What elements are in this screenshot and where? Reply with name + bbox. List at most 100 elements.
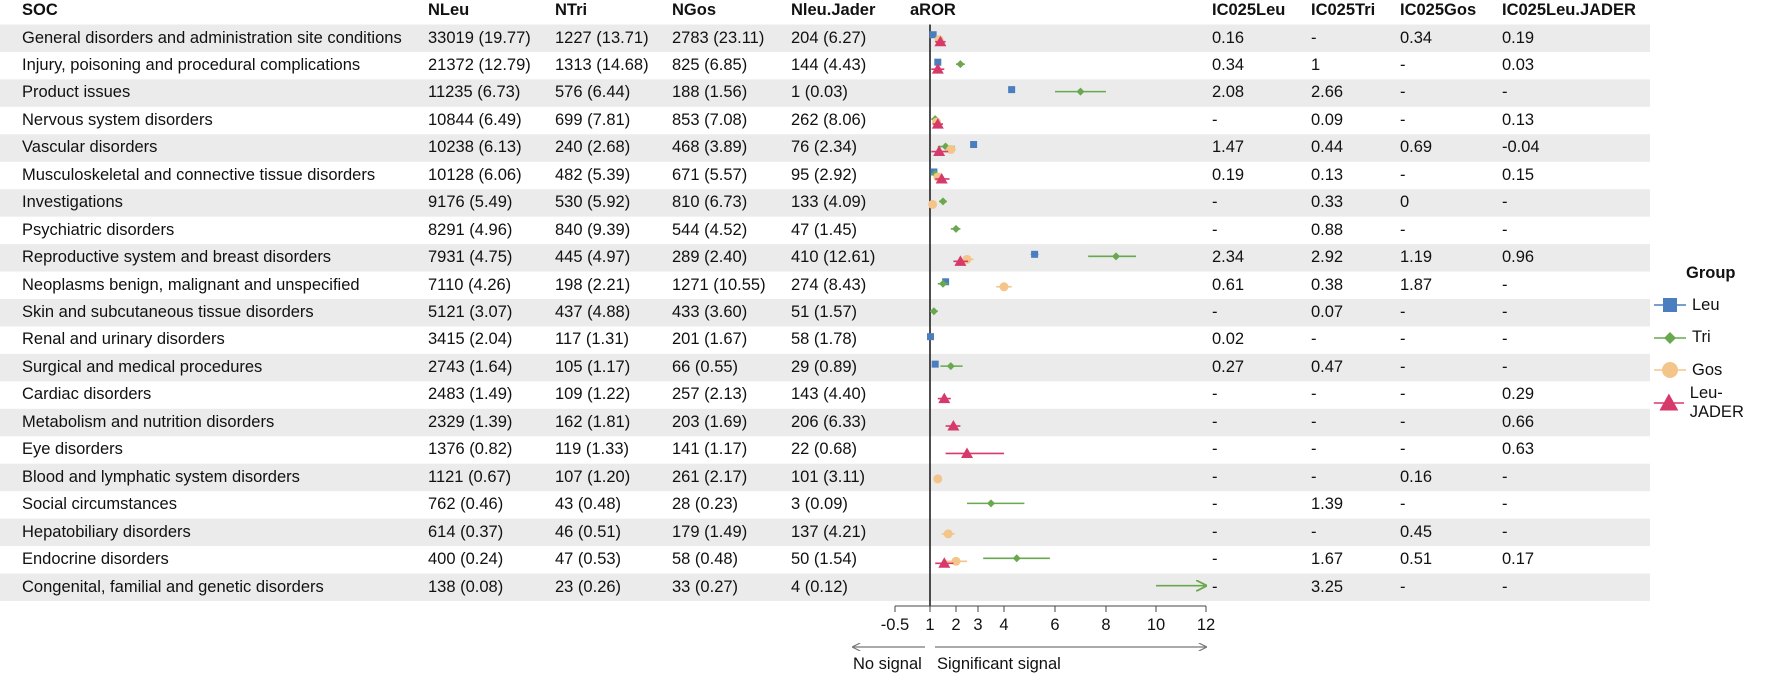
- point-gos: [951, 556, 961, 566]
- cell-soc: Blood and lymphatic system disorders: [22, 467, 300, 486]
- cell-ntri: 445 (4.97): [555, 248, 631, 267]
- point-tri: [952, 224, 960, 233]
- column-header-soc: SOC: [22, 1, 58, 19]
- cell-nleu: 21372 (12.79): [428, 55, 531, 74]
- cell-nleu: 400 (0.24): [428, 550, 504, 569]
- cell-ic_jader: -: [1502, 193, 1508, 212]
- cell-ic_tri: 2.92: [1311, 248, 1344, 267]
- cell-ic_gos: 0.69: [1400, 138, 1433, 157]
- cell-ic_jader: 0.17: [1502, 550, 1535, 569]
- cell-ic_tri: 1: [1311, 55, 1321, 74]
- cell-ic_tri: 1.67: [1311, 550, 1344, 569]
- cell-ic_tri: 0.13: [1311, 165, 1344, 184]
- cell-ic_tri: 0.44: [1311, 138, 1344, 157]
- cell-ic_tri: -: [1311, 385, 1317, 404]
- cell-ic_leu: 0.16: [1212, 28, 1245, 47]
- cell-ic_leu: -: [1212, 467, 1218, 486]
- cell-ngos: 141 (1.17): [672, 440, 748, 459]
- row-stripe: [0, 79, 1650, 107]
- cell-njader: 144 (4.43): [791, 55, 867, 74]
- cell-ic_leu: 0.27: [1212, 357, 1245, 376]
- cell-njader: 410 (12.61): [791, 248, 876, 267]
- cell-ic_gos: -: [1400, 165, 1406, 184]
- x-tick-label: 8: [1101, 616, 1110, 634]
- cell-nleu: 1376 (0.82): [428, 440, 513, 459]
- row-stripe: [0, 518, 1650, 547]
- cell-njader: 1 (0.03): [791, 83, 848, 102]
- legend-label: Gos: [1692, 360, 1723, 379]
- point-leu-jader: [934, 35, 947, 47]
- column-header-aror: aROR: [910, 1, 956, 19]
- cell-ntri: 437 (4.88): [555, 303, 631, 321]
- cell-ic_leu: -: [1212, 550, 1218, 569]
- cell-nleu: 10844 (6.49): [428, 110, 522, 129]
- cell-ntri: 198 (2.21): [555, 275, 631, 294]
- cell-ntri: 1313 (14.68): [555, 55, 649, 74]
- cell-ngos: 201 (1.67): [672, 330, 748, 349]
- x-tick-label: 4: [999, 616, 1008, 634]
- cell-ic_jader: 0.15: [1502, 165, 1535, 184]
- cell-nleu: 138 (0.08): [428, 577, 504, 596]
- cell-njader: 51 (1.57): [791, 303, 858, 321]
- cell-ngos: 58 (0.48): [672, 550, 739, 569]
- cell-soc: Renal and urinary disorders: [22, 330, 225, 349]
- row-stripe: [0, 463, 1650, 492]
- point-tri: [939, 279, 947, 288]
- point-tri: [1012, 554, 1021, 563]
- cell-ic_jader: 0.96: [1502, 248, 1535, 267]
- legend-label: Leu-JADER: [1689, 384, 1744, 422]
- cell-ngos: 433 (3.60): [672, 303, 748, 321]
- cell-ic_gos: 1.19: [1400, 248, 1433, 267]
- cell-ic_jader: -: [1502, 303, 1508, 321]
- cell-soc: Cardiac disorders: [22, 385, 152, 404]
- cell-njader: 29 (0.89): [791, 357, 858, 376]
- point-gos: [943, 529, 953, 539]
- cell-ic_tri: 0.07: [1311, 303, 1344, 321]
- cell-ic_jader: -: [1502, 467, 1508, 486]
- cell-ntri: 109 (1.22): [555, 385, 631, 404]
- cell-ic_leu: 0.19: [1212, 165, 1245, 184]
- cell-ic_leu: 2.08: [1212, 83, 1245, 102]
- cell-ic_tri: 2.66: [1311, 83, 1344, 102]
- column-header-ic_leu: IC025Leu: [1212, 1, 1286, 19]
- cell-ntri: 107 (1.20): [555, 467, 631, 486]
- point-leu-jader: [961, 447, 973, 458]
- cell-ntri: 240 (2.68): [555, 138, 631, 157]
- cell-ic_leu: -: [1212, 440, 1218, 459]
- cell-njader: 101 (3.11): [791, 467, 865, 486]
- cell-ntri: 119 (1.33): [555, 440, 629, 459]
- cell-njader: 137 (4.21): [791, 522, 867, 541]
- cell-nleu: 11235 (6.73): [428, 83, 521, 102]
- cell-ic_jader: -: [1502, 522, 1508, 541]
- point-leu-jader: [954, 255, 967, 266]
- cell-ngos: 33 (0.27): [672, 577, 739, 596]
- cell-njader: 204 (6.27): [791, 28, 867, 47]
- cell-nleu: 614 (0.37): [428, 522, 504, 541]
- cell-ic_gos: -: [1400, 440, 1406, 459]
- cell-ngos: 468 (3.89): [672, 138, 748, 157]
- cell-njader: 206 (6.33): [791, 412, 867, 431]
- point-leu-jader: [931, 63, 944, 74]
- cell-ntri: 530 (5.92): [555, 193, 631, 212]
- cell-ic_jader: 0.13: [1502, 110, 1535, 129]
- cell-soc: Neoplasms benign, malignant and unspecif…: [22, 275, 360, 294]
- point-leu-jader: [933, 145, 946, 157]
- cell-nleu: 33019 (19.77): [428, 28, 531, 47]
- x-tick-label: 2: [951, 616, 960, 634]
- cell-nleu: 762 (0.46): [428, 495, 504, 514]
- cell-ngos: 825 (6.85): [672, 55, 748, 74]
- significant-signal-label: Significant signal: [937, 655, 1061, 673]
- cell-ic_gos: -: [1400, 330, 1406, 349]
- cell-nleu: 10238 (6.13): [428, 138, 522, 157]
- point-leu: [934, 58, 942, 66]
- legend-title: Group: [1686, 264, 1736, 282]
- point-gos: [928, 199, 938, 209]
- cell-ic_leu: 0.61: [1212, 275, 1245, 294]
- point-leu: [970, 141, 978, 149]
- diamond-icon: [1654, 331, 1686, 344]
- cell-ngos: 179 (1.49): [672, 522, 748, 541]
- cell-ngos: 544 (4.52): [672, 220, 748, 239]
- cell-soc: Vascular disorders: [22, 138, 158, 157]
- no-signal-label: No signal: [853, 655, 922, 673]
